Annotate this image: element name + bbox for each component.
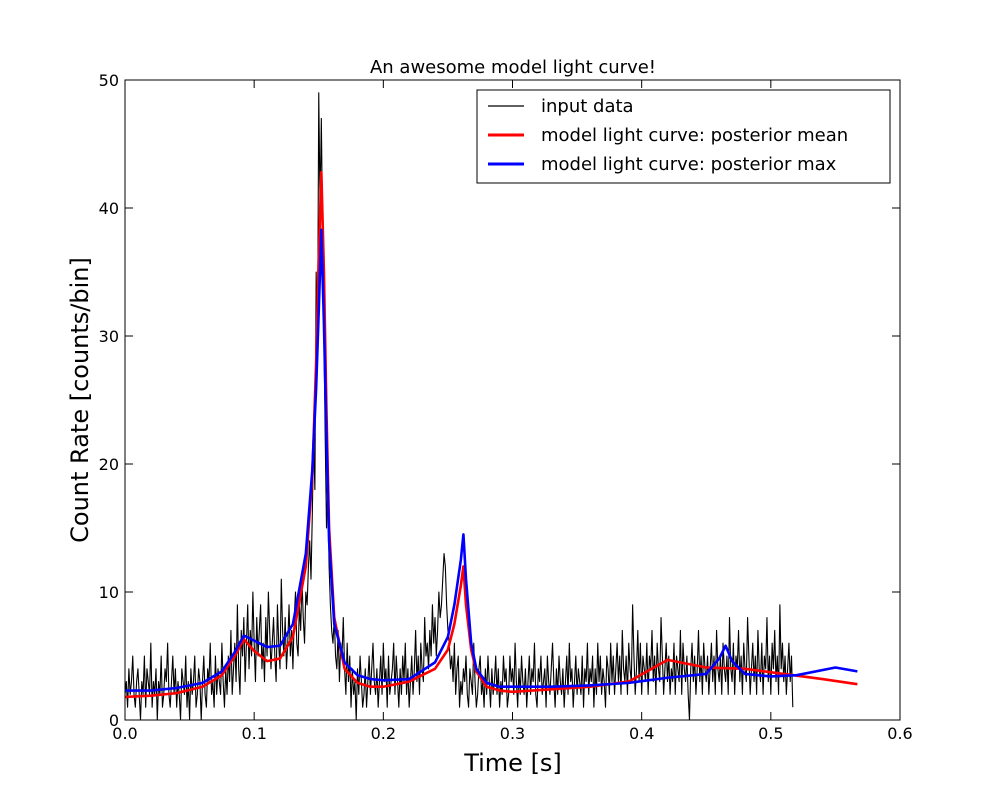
x-tick-label: 0.4 xyxy=(629,724,654,743)
chart-title: An awesome model light curve! xyxy=(370,57,656,78)
x-tick-label: 0.1 xyxy=(241,724,266,743)
x-tick-label: 0.5 xyxy=(758,724,783,743)
legend-label-input-data: input data xyxy=(541,96,634,117)
legend-box xyxy=(476,89,891,184)
x-tick-label: 0.3 xyxy=(500,724,525,743)
x-tick-label: 0.0 xyxy=(112,724,137,743)
x-tick-label: 0.6 xyxy=(887,724,912,743)
plot-area xyxy=(125,92,858,720)
y-axis-label: Count Rate [counts/bin] xyxy=(66,257,94,543)
plot-frame xyxy=(124,79,901,721)
y-tick-label: 10 xyxy=(99,583,119,602)
x-tick-label: 0.2 xyxy=(371,724,396,743)
x-axis-label: Time [s] xyxy=(463,749,562,777)
legend-label-posterior-max: model light curve: posterior max xyxy=(541,154,837,175)
y-tick-label: 30 xyxy=(99,327,119,346)
y-tick-label: 0 xyxy=(109,711,119,730)
legend-label-posterior-mean: model light curve: posterior mean xyxy=(541,125,848,146)
y-tick-label: 40 xyxy=(99,199,119,218)
series-line-model-light-curve-posterior-max xyxy=(125,228,858,692)
axis-ticks: 0.0 0.1 0.2 0.3 0.4 0.5 0.6 0 10 20 30 40 50 xyxy=(99,71,913,743)
y-tick-label: 20 xyxy=(99,455,119,474)
legend: input data model light curve: posterior … xyxy=(476,89,891,184)
series-line-model-light-curve-posterior-mean xyxy=(125,170,858,699)
y-tick-label: 50 xyxy=(99,71,119,90)
series-line-input-data xyxy=(125,92,794,720)
